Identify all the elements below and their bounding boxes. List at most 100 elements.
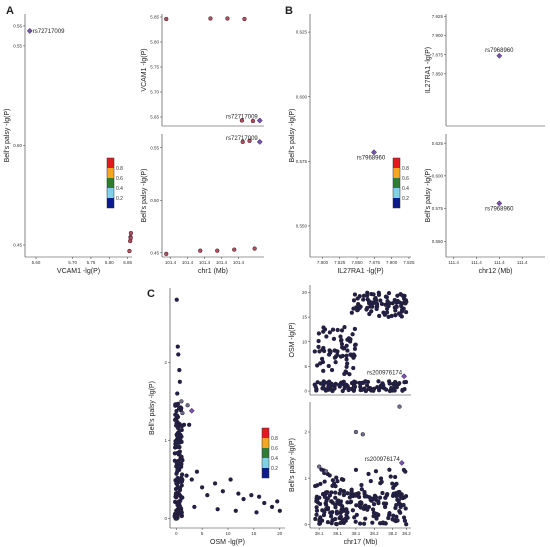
- data-point: [403, 309, 409, 315]
- lead-snp-marker: [188, 407, 195, 414]
- panel-b-top-right: 7.850 7.875 7.900 7.925 IL27RA1 -lg(P) rs7968…: [425, 14, 545, 127]
- data-point: [371, 502, 377, 507]
- x-axis-label: IL27RA1 -lg(P): [337, 268, 383, 275]
- data-point: [215, 248, 220, 253]
- data-point: [322, 380, 327, 385]
- data-point: [377, 313, 382, 319]
- data-point: [179, 472, 185, 477]
- data-point: [338, 514, 343, 519]
- data-point: [323, 502, 329, 507]
- data-point: [174, 297, 179, 302]
- data-point: [337, 501, 342, 506]
- data-point: [236, 491, 241, 496]
- y-tick-label: 2: [304, 430, 307, 435]
- lead-snp-marker: [256, 117, 263, 124]
- data-point: [174, 408, 179, 414]
- legend-color-swatch: [262, 448, 269, 458]
- data-point: [359, 487, 364, 492]
- x-axis-label: chr1 (Mb): [198, 268, 228, 275]
- panel-letter-a: A: [6, 5, 14, 17]
- data-point: [173, 486, 179, 492]
- data-point: [316, 331, 322, 336]
- data-point: [364, 383, 370, 388]
- data-point: [316, 344, 321, 350]
- y-tick-label: 0.550: [296, 224, 308, 229]
- x-tick-label: 101.4: [199, 260, 211, 265]
- data-point: [359, 482, 364, 488]
- legend-color-swatch: [107, 168, 114, 178]
- legend-tick-label: 0.2: [116, 196, 123, 202]
- lead-snp-marker: [401, 373, 408, 380]
- data-point: [366, 299, 372, 304]
- data-point: [175, 444, 180, 449]
- panel-a-top-right: 5.65 5.70 5.75 5.80 5.85 VCAM1 -lg(P) rs727170…: [141, 14, 264, 127]
- data-point: [325, 519, 331, 525]
- data-point: [362, 489, 367, 495]
- data-point: [205, 493, 210, 498]
- y-tick-label: 5.85: [150, 15, 159, 20]
- data-point: [376, 379, 381, 384]
- data-point: [380, 490, 385, 496]
- data-point: [314, 363, 320, 368]
- x-axis-label: chr17 (Mb): [344, 539, 378, 546]
- x-axis-label: OSM -lg(P): [210, 539, 245, 546]
- data-point: [385, 299, 390, 304]
- x-tick-label: 38.2: [402, 531, 411, 536]
- data-point: [314, 512, 319, 517]
- data-point: [388, 474, 393, 479]
- y-axis-label: Bell's palsy -lg(P): [149, 381, 156, 435]
- data-point: [353, 429, 359, 435]
- lead-snp-label: rs7968960: [357, 155, 386, 161]
- data-point: [175, 450, 180, 456]
- data-point: [359, 500, 364, 505]
- data-point: [317, 501, 323, 507]
- y-tick-label: 7.900: [432, 33, 444, 38]
- data-point: [173, 439, 179, 444]
- data-point: [178, 437, 183, 442]
- data-point: [313, 516, 318, 522]
- y-tick-label: 15: [302, 315, 308, 320]
- data-point: [340, 388, 345, 394]
- data-point: [378, 298, 383, 303]
- y-tick-label: 0.600: [432, 173, 444, 178]
- data-point: [179, 479, 185, 484]
- data-point: [314, 505, 319, 510]
- data-point: [384, 306, 390, 311]
- data-point: [333, 360, 338, 365]
- data-point: [353, 342, 358, 347]
- data-point: [403, 494, 409, 499]
- data-point: [254, 510, 259, 515]
- data-point: [379, 479, 384, 485]
- data-point: [180, 410, 185, 416]
- legend-tick-label: 0.4: [271, 456, 278, 462]
- data-point: [215, 507, 220, 512]
- data-point: [352, 384, 358, 389]
- data-point: [403, 506, 408, 511]
- data-point: [241, 496, 246, 502]
- data-point: [179, 483, 184, 488]
- data-point: [364, 505, 370, 511]
- data-point: [386, 515, 391, 521]
- data-point: [345, 491, 350, 496]
- data-point: [345, 337, 350, 342]
- x-tick-label: 5.60: [32, 260, 41, 265]
- data-point: [338, 338, 344, 343]
- data-point: [395, 497, 400, 502]
- x-tick-label: 7.850: [351, 260, 363, 265]
- y-axis-label: Bell's palsy -lg(P): [289, 438, 296, 492]
- x-axis-label: VCAM1 -lg(P): [57, 268, 100, 275]
- x-tick-label: 101.4: [165, 260, 177, 265]
- data-point: [232, 247, 237, 252]
- x-tick-label: 5.75: [87, 260, 96, 265]
- data-point: [339, 477, 345, 482]
- data-point: [349, 380, 355, 386]
- x-tick-label: 38.1: [315, 531, 324, 536]
- data-point: [385, 491, 390, 497]
- data-point: [383, 521, 388, 526]
- data-point: [128, 235, 133, 241]
- data-point: [369, 302, 374, 307]
- data-point: [361, 297, 366, 302]
- data-point: [394, 481, 399, 486]
